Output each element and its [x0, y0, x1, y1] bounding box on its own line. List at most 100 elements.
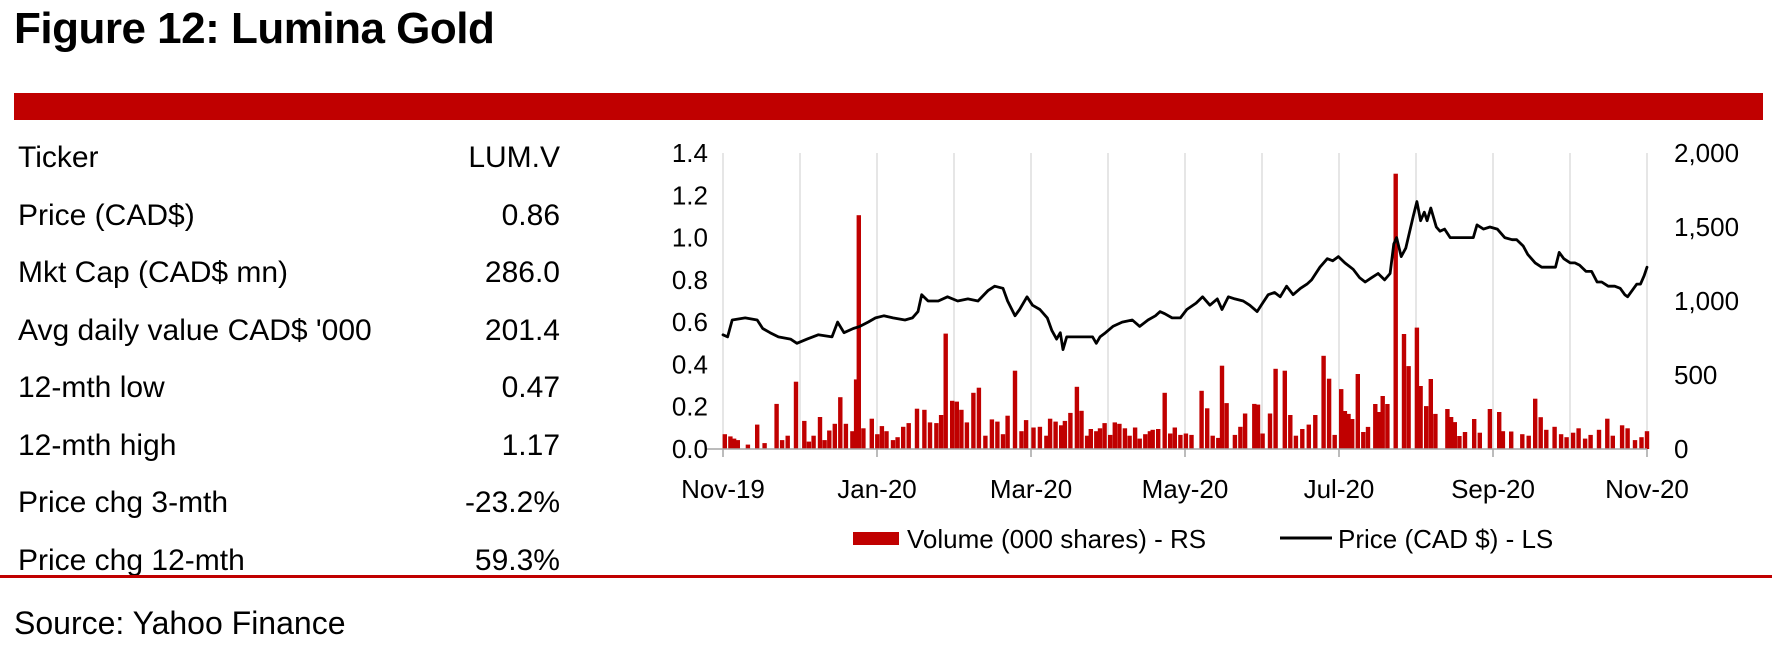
volume-bar [1172, 427, 1177, 449]
volume-bar [1401, 334, 1407, 449]
x-axis-tick-label: Jan-20 [837, 474, 917, 504]
volume-bar [1216, 437, 1221, 449]
volume-bar [1062, 420, 1068, 449]
volume-bar [861, 428, 866, 449]
volume-bar [1282, 370, 1287, 449]
volume-bar [1012, 370, 1018, 449]
right-axis-labels: 0 500 1,000 1,500 2,000 [1674, 138, 1739, 464]
volume-bar [1365, 426, 1371, 449]
volume-bar [901, 426, 906, 449]
volume-bar [989, 419, 995, 449]
volume-bar [1605, 418, 1610, 449]
bottom-accent-rule [0, 575, 1772, 578]
volume-bar [1219, 365, 1225, 449]
month-gridlines [722, 153, 1648, 449]
volume-bar [785, 435, 790, 449]
volume-bar [1293, 435, 1299, 449]
volume-bar [1385, 404, 1390, 449]
volume-bar [1326, 378, 1332, 449]
stats-table: Ticker LUM.V Price (CAD$) 0.86 Mkt Cap (… [18, 140, 560, 600]
stat-row-price-chg-3mth: Price chg 3-mth -23.2% [18, 485, 560, 543]
volume-bar [1031, 427, 1036, 449]
stat-label: Price chg 12-mth [18, 543, 245, 577]
volume-bar [1619, 425, 1625, 449]
volume-bar [1252, 403, 1257, 449]
stat-value: 0.86 [501, 198, 560, 232]
right-axis-tick-label: 1,500 [1674, 212, 1739, 242]
stat-value: 0.47 [501, 371, 560, 404]
volume-bar [731, 438, 737, 449]
volume-bar [1132, 427, 1138, 449]
stat-label: Mkt Cap (CAD$ mn) [18, 256, 289, 289]
volume-bar [1143, 434, 1148, 449]
volume-bar [1224, 403, 1229, 449]
volume-bar [850, 431, 855, 449]
volume-bar [950, 400, 955, 449]
volume-bar [1306, 424, 1311, 449]
volume-bar [1137, 438, 1142, 449]
volume-bar [983, 435, 988, 449]
stat-row-12mth-high: 12-mth high 1.17 [18, 428, 560, 486]
stat-value: LUM.V [468, 141, 560, 174]
volume-bar [1150, 429, 1155, 449]
volume-bar [1520, 434, 1525, 449]
volume-bar [1162, 392, 1167, 449]
x-axis-tick-label: Jul-20 [1304, 474, 1375, 504]
left-axis-tick-label: 0.6 [672, 307, 708, 337]
stat-label: Ticker [18, 141, 99, 174]
volume-bar [728, 436, 733, 449]
volume-bar [1445, 409, 1450, 449]
volume-bar [1373, 404, 1378, 449]
stat-label: Price chg 3-mth [18, 486, 229, 519]
volume-bar [856, 215, 861, 449]
volume-bar [1084, 435, 1090, 449]
volume-bar [1074, 386, 1080, 449]
volume-bar [1047, 418, 1053, 449]
volume-bar [875, 434, 880, 449]
volume-bar [1576, 428, 1581, 449]
volume-bar [1472, 419, 1477, 449]
volume-bar [879, 426, 885, 449]
volume-bar [1255, 404, 1261, 449]
right-axis-tick-label: 500 [1674, 360, 1717, 390]
volume-bar [959, 409, 964, 449]
volume-bar [976, 387, 982, 449]
stat-label: Price (CAD$) [18, 198, 195, 232]
volume-bar [774, 403, 779, 449]
volume-bar [1189, 434, 1194, 449]
volume-bar [838, 397, 843, 449]
volume-bar [1000, 434, 1006, 449]
volume-bar [853, 379, 859, 449]
volume-bar [1639, 437, 1644, 449]
volume-bar [1533, 398, 1538, 449]
volume-bar [1433, 413, 1438, 449]
legend-price-label: Price (CAD $) - LS [1338, 524, 1553, 554]
stat-row-ticker: Ticker LUM.V [18, 140, 560, 198]
volume-bar [1097, 428, 1103, 449]
volume-bar [971, 392, 976, 449]
volume-bar [1112, 422, 1117, 449]
x-axis-labels: Nov-19 Jan-20 Mar-20 May-20 Jul-20 Sep-20 Nov-… [681, 474, 1689, 504]
volume-bar [1339, 389, 1344, 449]
volume-bar [1406, 366, 1411, 449]
volume-bar [832, 423, 837, 449]
volume-bar [1321, 355, 1326, 449]
volume-bar [1424, 406, 1429, 449]
volume-bar [1361, 432, 1366, 449]
stat-label: 12-mth low [18, 371, 165, 404]
left-axis-tick-label: 1.0 [672, 223, 708, 253]
stat-row-12mth-low: 12-mth low 0.47 [18, 370, 560, 428]
volume-bar [1178, 434, 1183, 449]
volume-bar [954, 401, 959, 449]
stat-label: Avg daily value CAD$ '000 [18, 313, 372, 347]
x-axis-tick-label: Mar-20 [990, 474, 1072, 504]
left-axis-labels: 0.0 0.2 0.4 0.6 0.8 1.0 1.2 1.4 [672, 138, 708, 464]
price-line-series [721, 200, 1649, 352]
stat-value: 201.4 [484, 313, 560, 347]
volume-bar [884, 431, 889, 449]
right-axis-tick-label: 0 [1674, 434, 1688, 464]
volume-bar [1538, 417, 1543, 449]
volume-bar [1393, 173, 1398, 449]
left-axis-tick-label: 1.4 [672, 138, 708, 168]
volume-bar [1452, 422, 1457, 449]
